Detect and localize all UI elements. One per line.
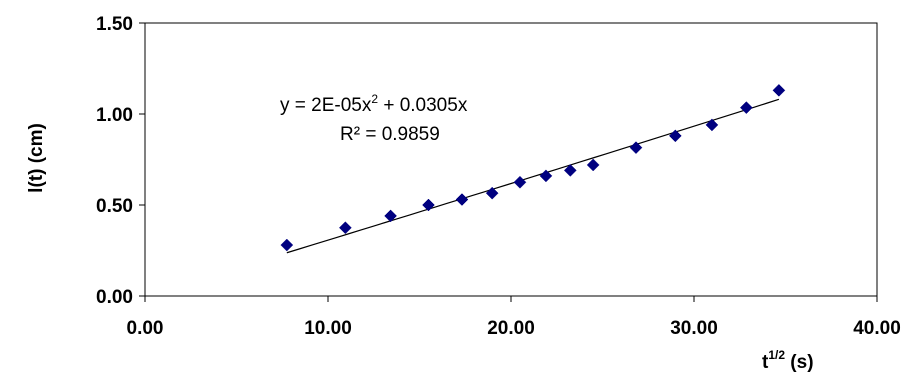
data-point-diamond — [513, 175, 527, 189]
data-point-diamond — [563, 164, 577, 177]
data-point-diamond — [339, 221, 352, 235]
x-tick-label: 0.00 — [127, 318, 164, 339]
x-tick-label: 10.00 — [304, 318, 352, 339]
y-axis-ticks: 0.00 0.50 1.00 1.50 — [96, 14, 145, 308]
data-point-diamond — [629, 141, 643, 155]
data-point-diamond — [422, 198, 435, 212]
data-point-diamond — [539, 169, 553, 183]
y-tick-label: 1.00 — [96, 105, 133, 126]
y-tick-label: 1.50 — [96, 14, 133, 35]
y-tick-label: 0.00 — [96, 287, 133, 308]
y-tick-label: 0.50 — [96, 196, 133, 217]
data-point-diamond — [280, 238, 294, 252]
x-axis-title-base: t — [762, 352, 769, 373]
data-point-diamond — [668, 129, 682, 143]
x-tick-label: 40.00 — [853, 318, 901, 339]
data-point-diamond — [586, 158, 600, 172]
data-point-diamond — [384, 209, 397, 223]
x-axis-title-exponent: 1/2 — [768, 348, 785, 362]
x-axis-title: t1/2 (s) — [762, 348, 814, 373]
trendline — [286, 98, 780, 254]
data-point-diamond — [485, 186, 499, 200]
r-squared-label: R² = 0.9859 — [340, 124, 440, 145]
data-point-diamond — [705, 118, 719, 132]
trendline-group — [286, 98, 780, 254]
x-tick-label: 20.00 — [487, 318, 535, 339]
data-point-diamond — [455, 193, 469, 206]
x-tick-label: 30.00 — [670, 318, 718, 339]
data-point-diamond — [739, 101, 753, 114]
equation-suffix: + 0.0305x — [378, 95, 468, 116]
trendline-equation: y = 2E-05x2 + 0.0305x — [280, 92, 468, 116]
equation-prefix: y = 2E-05x — [280, 95, 372, 116]
x-axis-title-unit: (s) — [785, 352, 814, 373]
data-point-diamond — [772, 83, 786, 97]
plot-area — [144, 22, 878, 297]
equation-exponent: 2 — [371, 92, 378, 106]
x-axis-ticks: 0.00 10.00 20.00 30.00 40.00 — [127, 296, 901, 339]
y-axis-title: l(t) (cm) — [26, 123, 47, 193]
data-points — [280, 83, 786, 252]
